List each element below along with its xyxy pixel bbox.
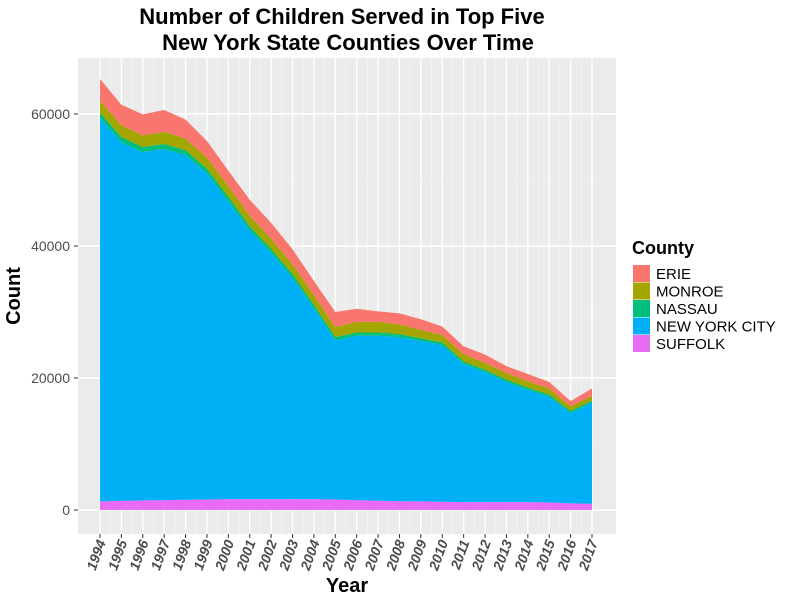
x-tick-label-2010: 2010 (425, 537, 451, 573)
legend-swatch-monroe (633, 282, 650, 300)
legend-label-new-york-city: NEW YORK CITY (656, 319, 776, 336)
x-axis-label: Year (326, 575, 368, 597)
y-tick-label-0: 0 (62, 502, 70, 518)
legend-swatch-erie (633, 265, 650, 282)
legend-label-suffolk: SUFFOLK (656, 336, 725, 353)
legend-swatch-suffolk (633, 335, 650, 352)
y-axis-label: Count (3, 267, 25, 325)
y-tick-label-2: 40000 (31, 238, 70, 254)
legend-label-erie: ERIE (656, 266, 691, 283)
y-axis-ticks: 0 20000 40000 60000 (31, 106, 78, 518)
legend-title: County (632, 238, 694, 258)
area-layers (100, 79, 592, 510)
legend-label-monroe: MONROE (656, 284, 724, 301)
y-tick-label-1: 20000 (31, 370, 70, 386)
legend-label-nassau: NASSAU (656, 301, 718, 318)
legend-swatch-new-york-city (633, 317, 650, 335)
legend-swatch-nassau (633, 300, 650, 317)
x-tick-label-2017: 2017 (575, 536, 601, 573)
area-new-york-city (100, 117, 592, 504)
chart-title-line-2: New York State Counties Over Time (162, 30, 534, 55)
chart-title-line-1: Number of Children Served in Top Five (139, 4, 544, 29)
x-axis-ticks: 1994199519961997199819992000200120022003… (83, 534, 601, 573)
area-suffolk (100, 499, 592, 510)
chart-title: Number of Children Served in Top Five Ne… (139, 4, 544, 55)
y-tick-label-3: 60000 (31, 106, 70, 122)
